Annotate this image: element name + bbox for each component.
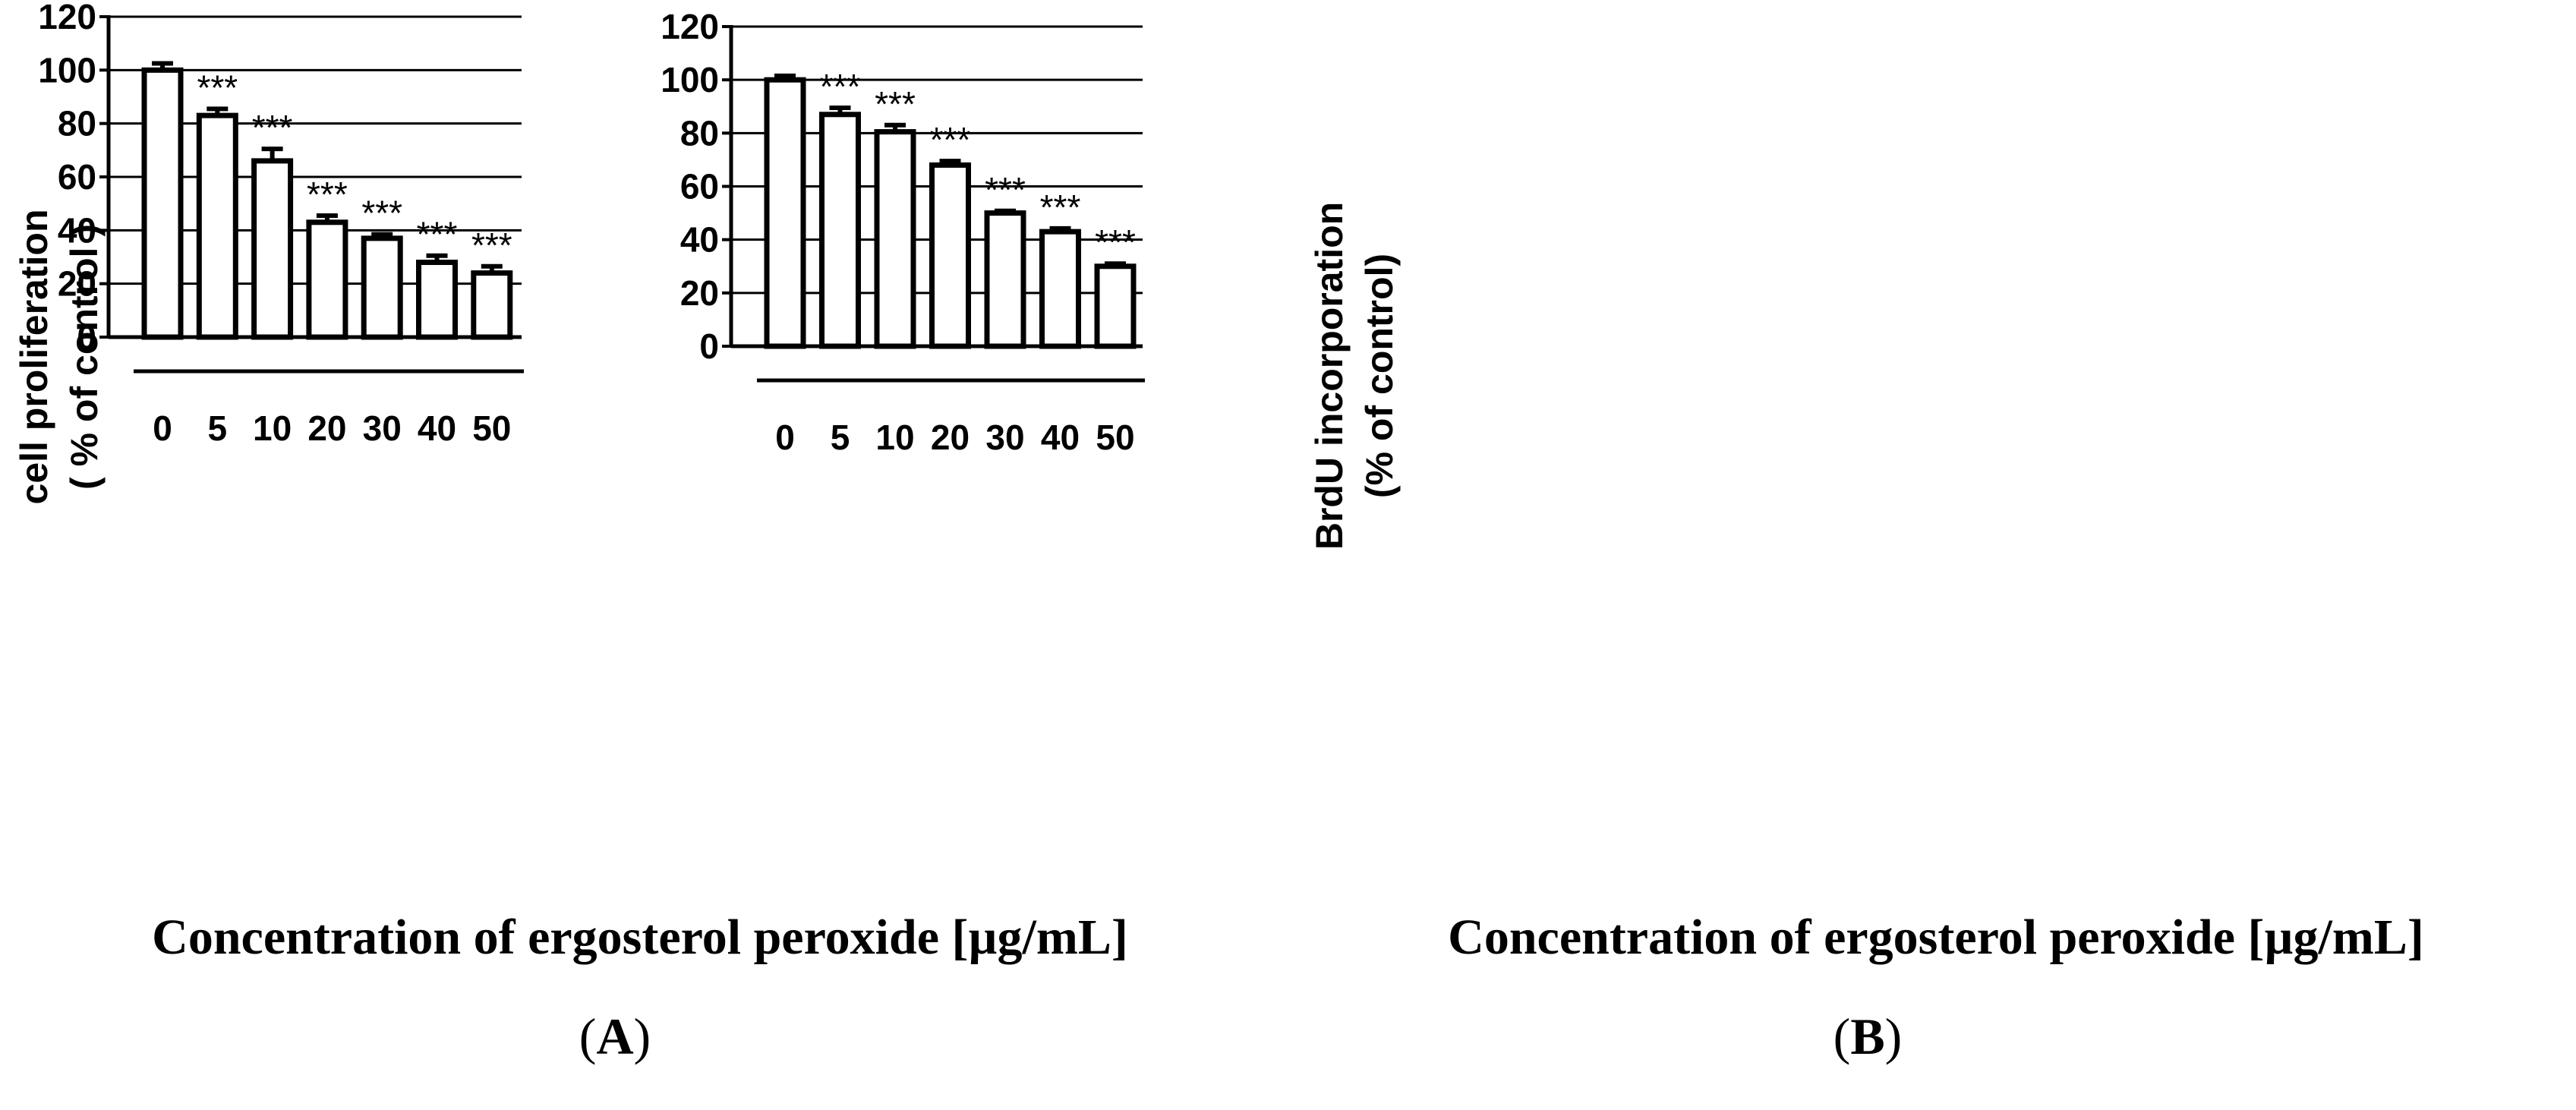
- significance-label-b: ***: [820, 67, 861, 106]
- x-tick-label-b: 0: [775, 418, 795, 457]
- y-axis-label-a-line2: ( % of control ): [63, 224, 106, 490]
- bar-b-30: [984, 210, 1026, 349]
- bar-a-5: [196, 112, 238, 340]
- x-tick-label-b: 50: [1096, 418, 1134, 457]
- significance-label-b: ***: [875, 84, 916, 124]
- x-ticks-b: 0 5 10 20 30 40 50: [775, 418, 1134, 457]
- significance-label-b: ***: [1040, 188, 1081, 227]
- significance-label-b: ***: [1095, 222, 1136, 262]
- y-tick-label-b: 40: [680, 220, 719, 260]
- x-ticks-a: 0 5 10 20 30 40 50: [153, 408, 511, 448]
- bar-a-20: [306, 219, 348, 340]
- bar-b-10: [874, 129, 916, 349]
- significance-label-a: ***: [471, 225, 512, 265]
- x-tick-label-b: 30: [985, 418, 1024, 457]
- x-axis-label-b: Concentration of ergosterol peroxide [µg…: [1448, 910, 2424, 965]
- bar-a-0: [141, 67, 184, 340]
- bar-a-10: [251, 158, 294, 340]
- y-tick-label-b: 100: [661, 60, 719, 99]
- x-tick-label-a: 0: [153, 408, 172, 448]
- significance-label-a: ***: [307, 175, 348, 214]
- y-tick-label-a: 100: [38, 50, 96, 90]
- y-axis-label-b-line2: (% of control): [1358, 254, 1401, 498]
- x-tick-label-b: 20: [931, 418, 970, 457]
- y-axis-label-a-line1: cell proliferation: [13, 210, 55, 505]
- bars-b: *** *** *** *** *** ***: [764, 67, 1137, 349]
- x-tick-label-a: 10: [253, 408, 292, 448]
- panel-label-a: (A): [579, 1008, 651, 1065]
- significance-label-a: ***: [252, 108, 293, 147]
- x-tick-label-b: 40: [1041, 418, 1080, 457]
- y-tick-label-b: 20: [680, 273, 719, 313]
- y-tick-label-a: 60: [58, 157, 96, 197]
- bar-b-50: [1094, 263, 1137, 349]
- x-tick-label-a: 5: [208, 408, 228, 448]
- y-axis-label-b-line1: BrdU incorporation: [1308, 202, 1351, 550]
- significance-label-a: ***: [417, 215, 458, 254]
- y-tick-label-b: 60: [680, 167, 719, 207]
- x-tick-label-a: 20: [307, 408, 346, 448]
- y-tick-label-b: 0: [699, 326, 719, 366]
- bar-a-40: [416, 260, 458, 340]
- y-tick-label-b: 80: [680, 113, 719, 153]
- y-tick-label-a: 120: [38, 0, 96, 36]
- bar-b-40: [1039, 229, 1081, 349]
- y-ticks-b: 0 20 40 60 80 100 120: [661, 7, 731, 366]
- x-tick-label-a: 30: [363, 408, 402, 448]
- significance-label-a: ***: [361, 194, 402, 233]
- y-ticks-a: 0 20 40 60 80 100 120: [38, 0, 109, 357]
- y-tick-label-a: 0: [77, 317, 96, 357]
- bars-a: *** *** *** *** *** ***: [141, 61, 513, 340]
- y-tick-label-b: 120: [661, 7, 719, 46]
- panel-label-b: (B): [1833, 1008, 1903, 1065]
- x-tick-label-b: 10: [875, 418, 914, 457]
- x-tick-label-a: 50: [472, 408, 511, 448]
- bar-a-50: [471, 270, 513, 340]
- significance-label-b: ***: [930, 120, 971, 159]
- y-tick-label-a: 20: [58, 264, 96, 304]
- panel-letter-b: B: [1850, 1008, 1884, 1065]
- bar-a-30: [361, 235, 403, 340]
- x-tick-label-b: 5: [831, 418, 850, 457]
- significance-label-a: ***: [197, 68, 238, 107]
- panel-letter-a: A: [596, 1008, 633, 1065]
- x-axis-label-a: Concentration of ergosterol peroxide [µg…: [152, 910, 1128, 965]
- bar-b-5: [819, 112, 861, 349]
- y-tick-label-a: 40: [58, 210, 96, 250]
- x-tick-label-a: 40: [418, 408, 456, 448]
- bar-b-20: [929, 162, 971, 349]
- significance-label-b: ***: [985, 170, 1026, 210]
- y-tick-label-a: 80: [58, 104, 96, 143]
- bar-b-0: [764, 77, 806, 349]
